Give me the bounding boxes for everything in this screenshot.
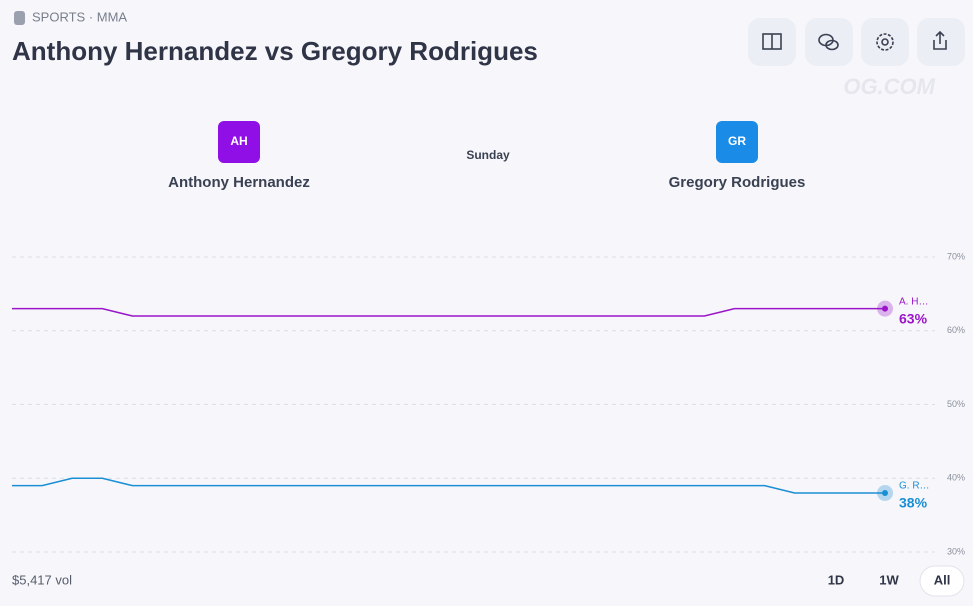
range-button[interactable]: 1W [879,572,899,587]
y-tick-label: 70% [947,251,965,261]
competitor-name: Anthony Hernandez [168,174,310,191]
share-button[interactable] [917,18,965,66]
event-day: Sunday [466,148,510,162]
competitor-name: Gregory Rodrigues [669,174,806,191]
volume: $5,417 vol [12,572,72,587]
watermark: OG.COM [843,74,935,99]
avatar-left [218,121,260,163]
series-line [12,307,885,317]
avatar-initials: AH [230,134,247,148]
market-title: Anthony Hernandez vs Gregory Rodrigues [12,36,538,66]
y-tick-label: 30% [947,546,965,556]
rules-button[interactable] [748,18,796,66]
avatar-initials: GR [728,134,746,148]
current-dot [882,305,888,312]
settings-button[interactable] [861,18,909,66]
sports-icon [14,11,25,25]
series-line [12,477,885,494]
toolbar [748,18,965,66]
current-value: 38% [899,495,928,511]
current-value: 63% [899,310,928,326]
y-tick-label: 50% [947,399,965,409]
series-name: G. R… [899,481,930,492]
range-button[interactable]: All [934,572,951,587]
avatar-right [716,121,758,163]
current-dot [882,490,888,496]
comments-button[interactable] [805,18,853,66]
range-selector: 1D 1W All [828,565,965,597]
y-tick-label: 60% [947,325,965,335]
chart: 30% 40% 50% 60% 70% A. H… 63% G. R… 38% [12,251,965,556]
range-button[interactable]: 1D [828,572,845,587]
y-tick-label: 40% [947,473,965,483]
series-name: A. H… [899,296,928,307]
range-selected [919,565,965,597]
breadcrumb[interactable]: SPORTS · MMA [32,9,127,24]
